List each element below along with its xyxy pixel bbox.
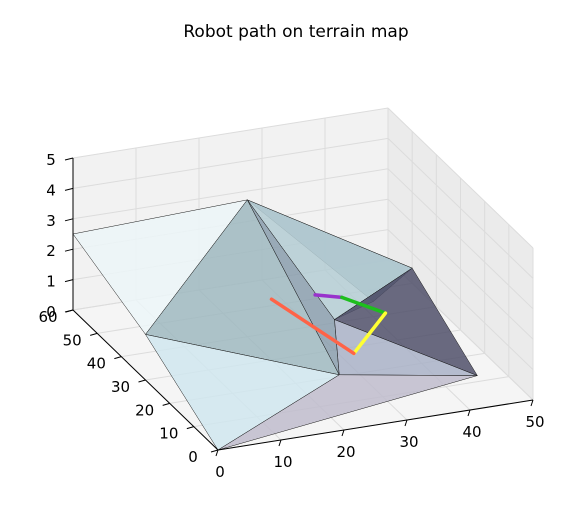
y-tick [210,449,219,453]
y-tick-label: 60 [38,308,57,326]
grid-line-z [387,168,534,310]
x-tick-label: 10 [273,453,292,471]
grid-line-z [387,229,534,370]
y-tick [186,426,194,430]
z-tick [64,309,74,313]
path-segment [340,295,388,315]
z-tick-label: 4 [46,181,56,199]
x-tick [530,399,534,407]
robot-path [269,293,388,356]
path-segment [352,311,388,356]
z-tick [64,248,74,252]
grid-line-z [72,137,389,189]
grid-line-z [72,168,389,220]
z-tick [64,279,74,283]
x-axis-line [217,399,534,451]
x-tick-label: 0 [215,463,225,481]
z-tick-label: 0 [46,303,56,321]
x-tick-label: 50 [525,413,544,431]
z-tick-label: 1 [46,273,56,291]
terrain-surface [72,199,478,451]
z-tick-label: 5 [46,151,56,169]
x-tick [341,429,345,437]
y-tick-label: 10 [159,425,178,443]
x-tick [215,449,219,457]
grid-line-z [387,107,534,249]
y-tick-label: 0 [188,448,198,466]
grid-line-z [72,107,389,159]
grid-line-z [387,138,534,279]
x-tick [278,439,282,447]
x-tick-label: 40 [462,423,481,441]
path-segment [269,297,356,356]
y-tick-label: 50 [63,331,82,349]
y-tick [162,402,170,406]
chart-title: Robot path on terrain map [183,22,408,42]
x-tick-label: 30 [399,433,418,451]
y-tick-label: 20 [135,401,154,419]
y-tick-label: 30 [111,378,130,396]
z-tick [64,218,74,222]
z-tick-label: 2 [46,242,56,260]
x-tick [467,409,471,417]
z-tick-label: 3 [46,212,56,230]
y-tick [90,332,98,336]
x-tick [404,419,408,427]
path-segment [313,293,344,300]
y-tick-label: 40 [87,355,106,373]
y-tick [114,356,122,360]
terrain-face [217,374,478,451]
z-tick [64,157,74,161]
grid-line-z [387,198,534,340]
z-tick [64,187,74,191]
x-tick-label: 20 [336,443,355,461]
y-tick [138,379,146,383]
